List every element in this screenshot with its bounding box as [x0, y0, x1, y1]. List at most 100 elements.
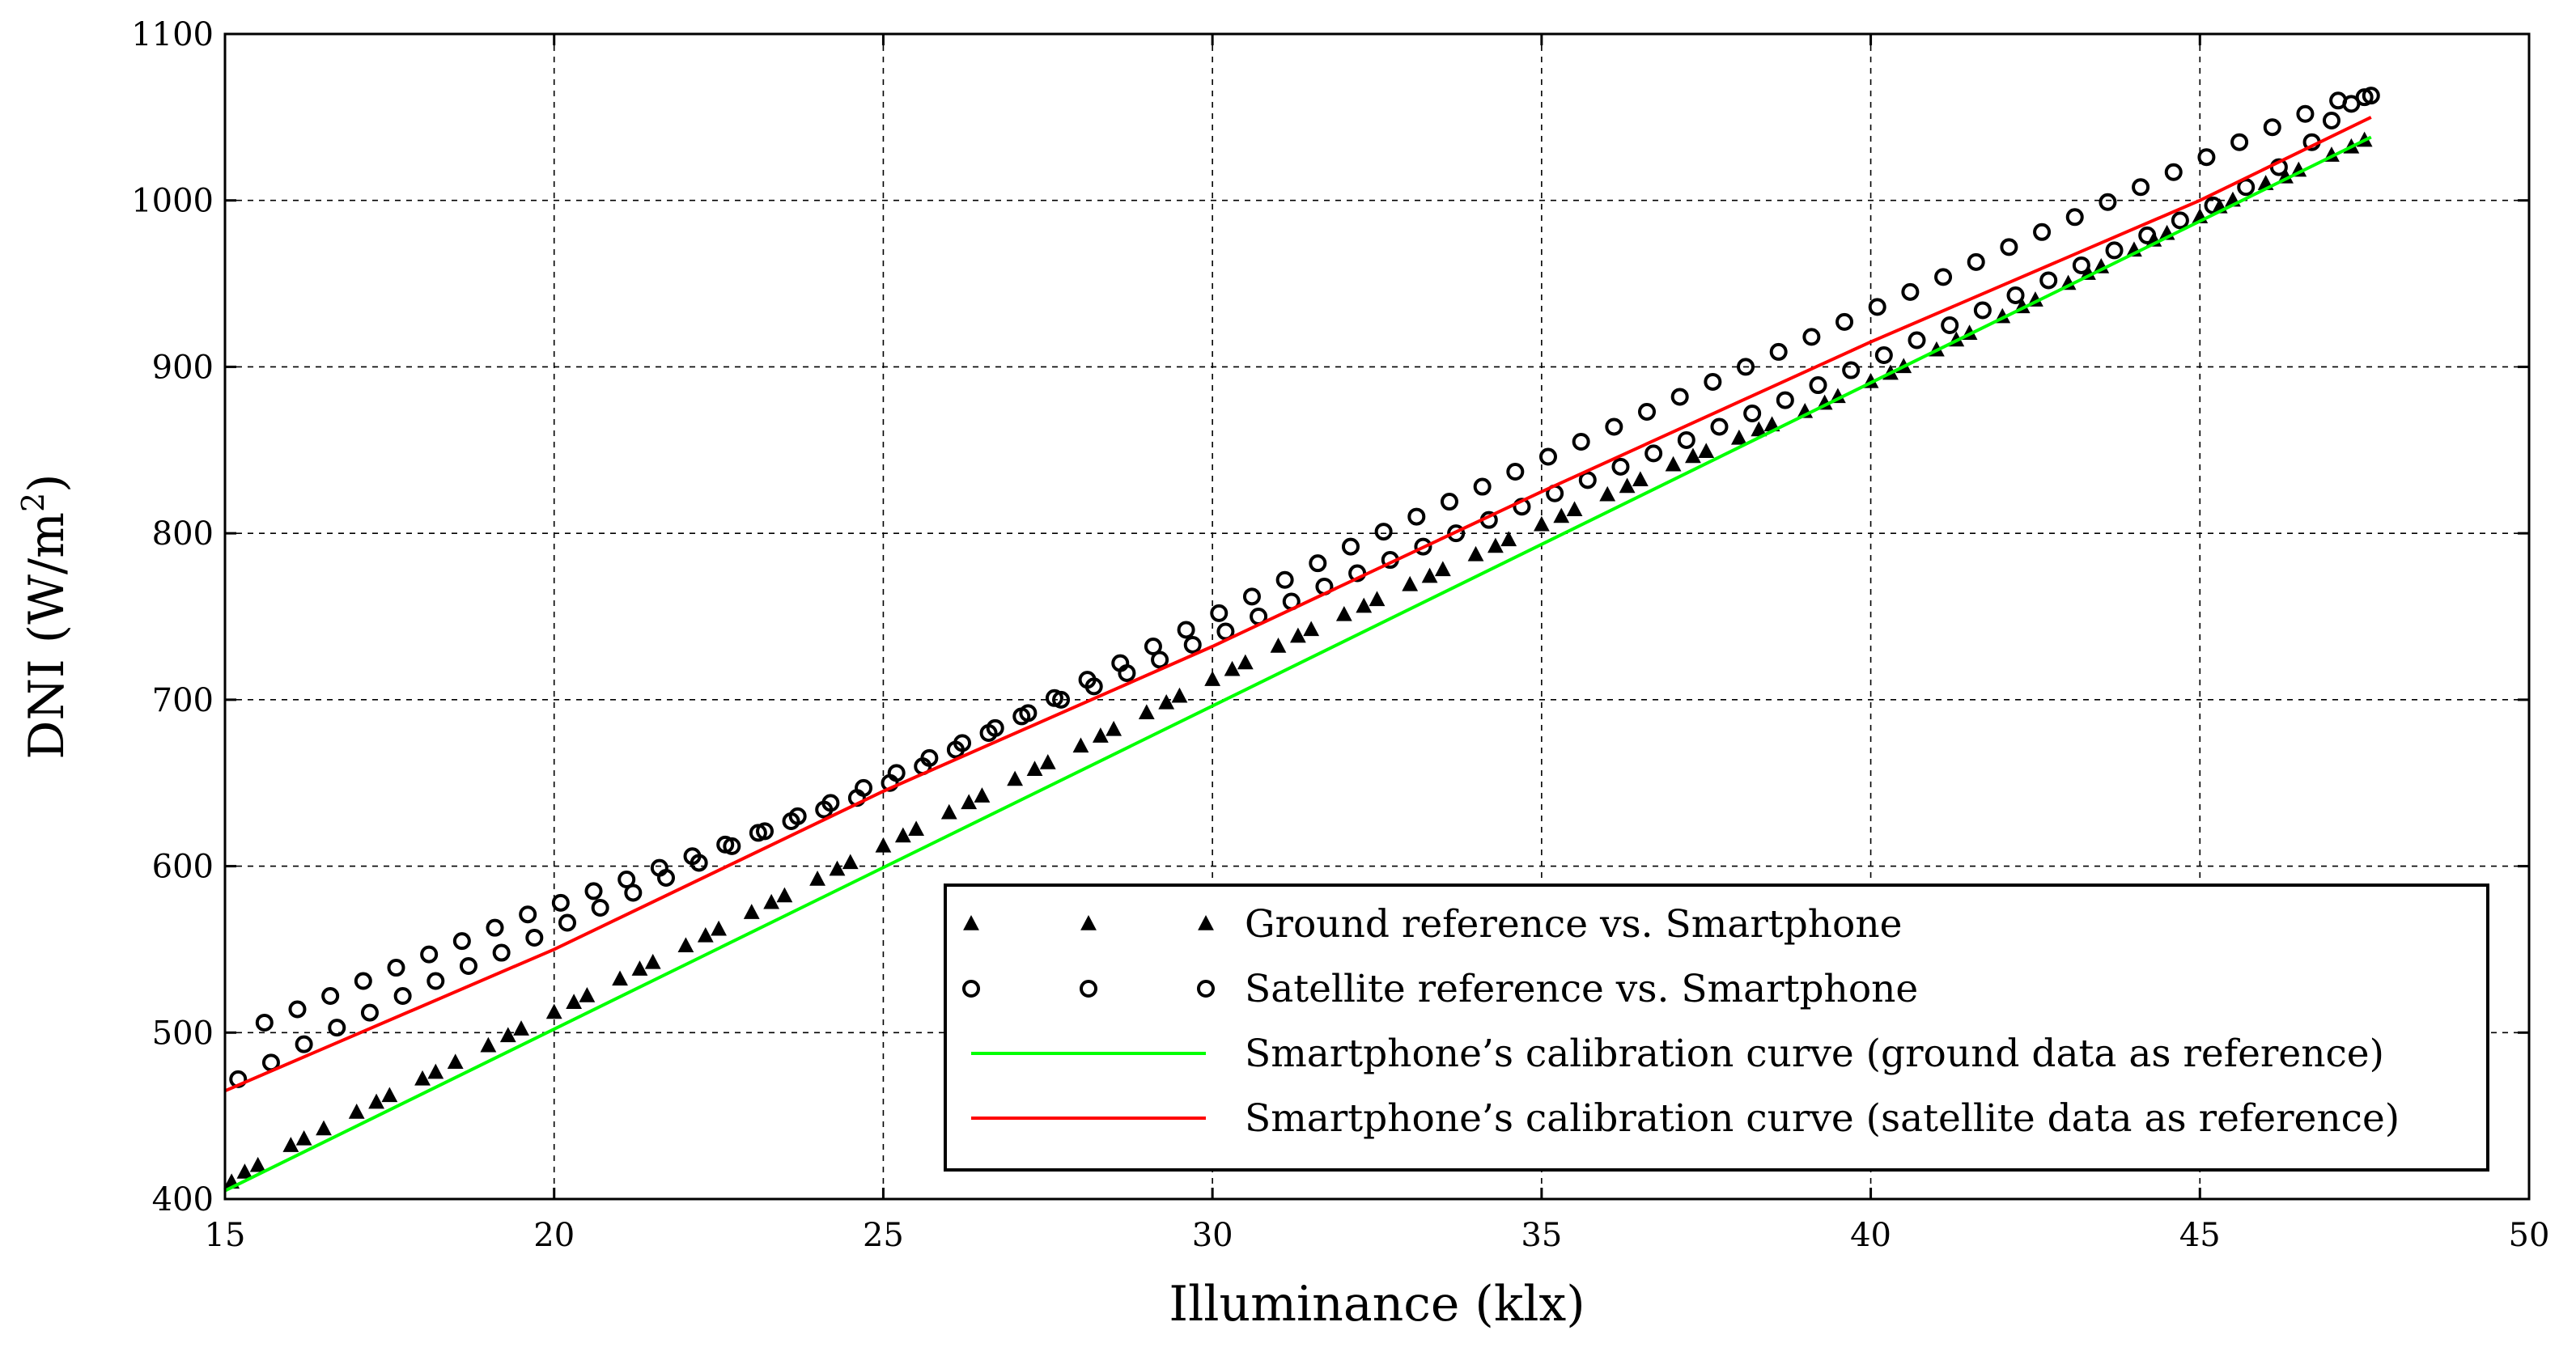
data-point-circle — [2105, 241, 2124, 260]
legend-entry-label: Ground reference vs. Smartphone — [1245, 902, 1902, 947]
data-point-circle — [2006, 286, 2025, 304]
data-point-circle — [288, 1000, 307, 1019]
data-point-triangle — [743, 904, 760, 919]
data-point-triangle — [829, 860, 846, 876]
data-point-triangle — [894, 827, 911, 843]
data-point-triangle — [1007, 770, 1024, 786]
data-point-circle — [519, 905, 537, 924]
data-point-circle — [584, 882, 603, 900]
data-point-triangle — [1158, 693, 1175, 710]
x-tick-label: 30 — [1192, 1217, 1233, 1254]
data-point-triangle — [579, 987, 596, 1002]
data-point-circle — [558, 913, 576, 932]
data-point-triangle — [1039, 754, 1056, 769]
data-point-circle — [946, 740, 965, 759]
data-point-circle — [1934, 268, 1953, 286]
data-point-circle — [525, 929, 544, 947]
data-point-circle — [393, 987, 412, 1006]
data-point-triangle — [1500, 531, 1517, 547]
data-point-triangle — [1698, 443, 1715, 459]
plot-frame — [223, 32, 2531, 1201]
data-point-triangle — [1619, 477, 1636, 494]
data-point-circle — [1908, 331, 1926, 350]
data-point-circle — [716, 835, 735, 854]
data-point-triangle — [368, 1093, 384, 1109]
data-point-circle — [2164, 163, 2183, 181]
series-3 — [224, 116, 2372, 1093]
data-point-triangle — [631, 960, 648, 976]
data-point-circle — [2197, 148, 2216, 167]
data-point-circle — [1578, 471, 1597, 489]
data-point-circle — [1045, 689, 1063, 707]
data-point-circle — [1737, 358, 1755, 376]
y-tick-label: 1100 — [131, 16, 214, 53]
data-point-triangle — [1237, 654, 1254, 670]
data-point-triangle — [566, 994, 583, 1009]
data-point-triangle — [1632, 471, 1649, 487]
data-point-circle — [1835, 312, 1854, 331]
data-point-circle — [2329, 91, 2348, 110]
data-point-triangle — [1289, 627, 1306, 643]
data-point-triangle — [1369, 591, 1386, 607]
data-point-circle — [1210, 604, 1229, 622]
data-point-circle — [1111, 654, 1130, 672]
data-point-triangle — [236, 1163, 253, 1179]
data-point-circle — [749, 824, 767, 842]
data-point-circle — [2204, 196, 2222, 214]
data-point-circle — [650, 858, 668, 877]
data-point-circle — [979, 724, 998, 742]
data-point-circle — [2099, 193, 2117, 211]
data-point-triangle — [1751, 421, 1768, 437]
data-point-triangle — [644, 953, 661, 969]
data-point-circle — [1704, 372, 1722, 391]
data-point-circle — [2065, 208, 2084, 227]
legend: Ground reference vs. Smartphone Satellite… — [944, 884, 2489, 1172]
data-point-circle — [1611, 457, 1630, 476]
data-point-circle — [2263, 118, 2281, 137]
data-point-circle — [2362, 87, 2380, 105]
data-point-triangle — [480, 1036, 497, 1053]
legend-entry-label: Smartphone’s calibration curve (satellit… — [1245, 1096, 2400, 1141]
data-point-triangle — [677, 937, 694, 953]
data-point-triangle — [974, 787, 991, 803]
data-point-triangle — [1566, 501, 1583, 517]
data-point-triangle — [348, 1104, 365, 1119]
data-point-circle — [1414, 537, 1432, 556]
x-tick-label: 15 — [205, 1217, 246, 1254]
data-point-triangle — [381, 1087, 398, 1103]
data-point-circle — [1605, 417, 1623, 436]
data-point-circle — [492, 943, 511, 962]
legend-entry-label: Satellite reference vs. Smartphone — [1245, 967, 1918, 1011]
data-point-circle — [387, 959, 405, 977]
data-point-triangle — [1421, 567, 1438, 583]
y-tick-label: 800 — [152, 515, 214, 553]
y-tick-label: 600 — [152, 849, 214, 886]
data-point-circle — [295, 1035, 313, 1053]
x-tick-label: 45 — [2179, 1217, 2221, 1254]
data-point-triangle — [513, 1020, 529, 1036]
data-point-triangle — [249, 1156, 266, 1172]
grid — [225, 34, 2529, 1199]
data-point-triangle — [697, 926, 714, 943]
data-point-circle — [2230, 133, 2249, 151]
data-point-triangle — [612, 970, 628, 986]
data-point-circle — [1440, 493, 1458, 511]
data-point-circle — [1144, 638, 1162, 656]
data-point-circle — [1638, 402, 1657, 421]
y-tick-label: 700 — [152, 682, 214, 719]
data-point-circle — [1447, 524, 1466, 543]
data-point-triangle — [940, 803, 957, 820]
legend-marker-circle — [1080, 980, 1097, 998]
data-point-circle — [2296, 104, 2315, 123]
data-point-circle — [1242, 587, 1261, 606]
data-point-triangle — [1270, 638, 1287, 653]
data-point-circle — [1776, 391, 1794, 409]
data-point-triangle — [908, 820, 924, 837]
data-point-circle — [1670, 388, 1689, 406]
legend-marker-triangle — [1198, 915, 1214, 930]
data-point-triangle — [1303, 621, 1320, 637]
data-point-triangle — [961, 794, 978, 810]
data-point-circle — [1151, 650, 1169, 669]
legend-marker-triangle — [963, 915, 979, 930]
